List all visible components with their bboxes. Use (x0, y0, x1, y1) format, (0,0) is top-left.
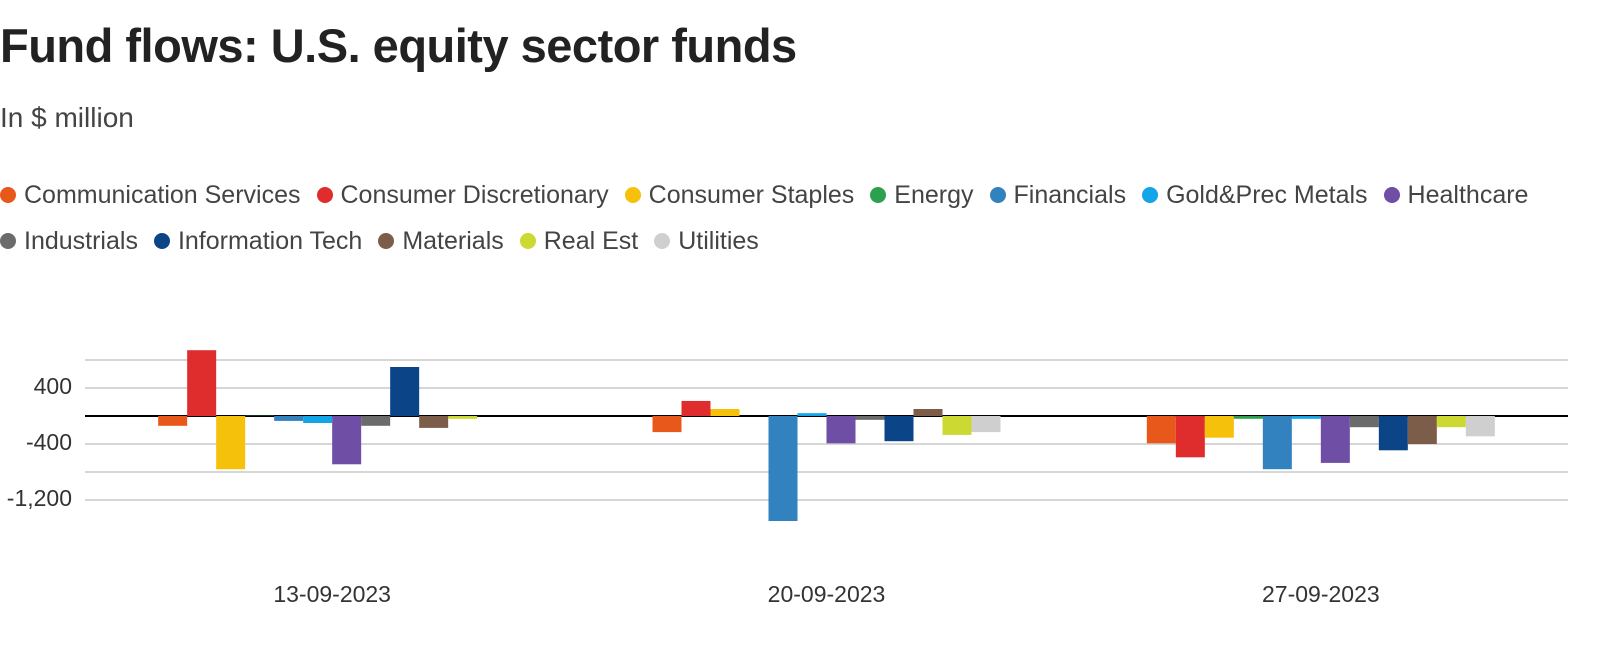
legend-swatch (654, 233, 671, 249)
bar (1320, 416, 1350, 463)
legend-label: Consumer Staples (648, 180, 855, 209)
bar (448, 416, 478, 419)
bar (710, 409, 740, 416)
y-tick-label: 400 (34, 373, 72, 399)
bar (681, 400, 711, 416)
legend-item: Energy (870, 178, 974, 212)
bar (1291, 416, 1321, 419)
legend-item: Communication Services (0, 178, 301, 212)
bar (884, 416, 914, 442)
bar (826, 416, 856, 444)
legend-label: Financials (1013, 180, 1127, 209)
legend-swatch (519, 233, 536, 249)
bar (361, 416, 391, 426)
y-tick-label: -400 (26, 429, 72, 455)
x-tick-label: 13-09-2023 (273, 581, 391, 607)
legend-item: Gold&Prec Metals (1142, 178, 1368, 212)
legend-label: Real Est (543, 226, 639, 255)
bar (1146, 416, 1176, 444)
chart-subtitle: In $ million (0, 102, 134, 133)
bar (971, 416, 1001, 433)
legend: Communication Services Consumer Discretio… (0, 178, 1560, 258)
bar (1204, 416, 1234, 438)
bar (652, 416, 682, 433)
legend-label: Industrials (24, 226, 138, 255)
bar (1349, 416, 1379, 428)
bar (332, 416, 362, 465)
bar (1465, 416, 1495, 437)
legend-swatch (989, 187, 1006, 203)
legend-item: Healthcare (1383, 178, 1529, 212)
y-tick-label: -1,200 (7, 485, 72, 511)
bar (216, 416, 246, 470)
legend-swatch (870, 187, 887, 203)
bar (390, 367, 420, 416)
legend-item: Industrials (0, 224, 138, 258)
legend-label: Consumer Discretionary (340, 180, 609, 209)
legend-label: Information Tech (177, 226, 363, 255)
bar (942, 416, 972, 435)
legend-item: Financials (989, 178, 1127, 212)
bar (768, 416, 798, 521)
legend-swatch (1383, 187, 1400, 203)
legend-swatch (1142, 187, 1159, 203)
legend-swatch (316, 187, 333, 203)
bar (855, 416, 885, 420)
bar (1233, 416, 1263, 419)
bar (1407, 416, 1437, 444)
x-tick-label: 20-09-2023 (768, 581, 886, 607)
bar (797, 413, 827, 416)
legend-label: Healthcare (1407, 180, 1529, 209)
legend-item: Consumer Discretionary (316, 178, 609, 212)
legend-label: Communication Services (24, 180, 301, 209)
legend-item: Consumer Staples (624, 178, 855, 212)
legend-item: Real Est (519, 224, 639, 258)
bar (1175, 416, 1205, 458)
legend-item: Information Tech (153, 224, 363, 258)
bar (1436, 416, 1466, 428)
x-tick-label: 27-09-2023 (1262, 581, 1380, 607)
legend-swatch (378, 233, 395, 249)
bar (303, 416, 333, 423)
legend-label: Gold&Prec Metals (1166, 180, 1368, 209)
chart-title: Fund flows: U.S. equity sector funds (0, 19, 797, 72)
legend-label: Materials (402, 226, 504, 255)
legend-swatch (0, 233, 16, 249)
legend-label: Energy (894, 180, 974, 209)
bar (419, 416, 449, 428)
bar (274, 416, 304, 421)
bar (1378, 416, 1408, 451)
legend-label: Utilities (678, 226, 759, 255)
legend-swatch (624, 187, 641, 203)
legend-item: Utilities (654, 224, 759, 258)
bar (913, 409, 943, 416)
legend-item: Materials (378, 224, 504, 258)
bar (187, 350, 217, 416)
legend-swatch (153, 233, 170, 249)
bar (1262, 416, 1292, 470)
legend-swatch (0, 187, 16, 203)
bar (158, 416, 188, 426)
